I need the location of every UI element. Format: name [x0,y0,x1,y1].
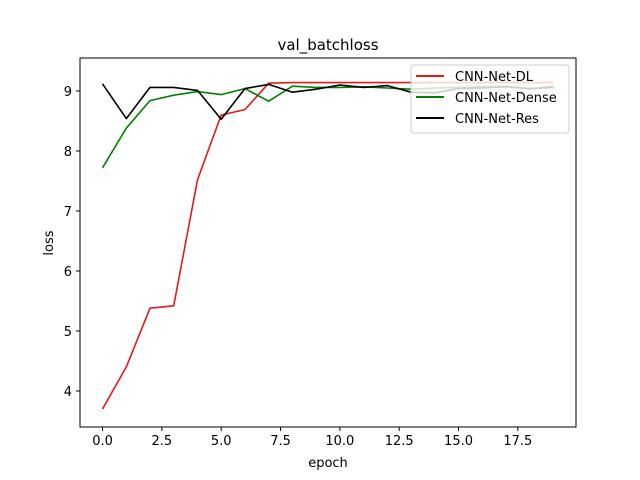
x-axis-label: epoch [308,456,348,471]
plot-frame [79,57,577,428]
y-tick-label: 4 [64,385,72,400]
y-axis-ticks: 4 5 6 7 8 9 [64,85,80,400]
legend-label-cnn-net-dense: CNN-Net-Dense [455,91,557,106]
y-tick-label: 8 [64,145,72,160]
x-tick-label: 10.0 [325,434,354,449]
x-tick-label: 0.0 [92,434,113,449]
chart-title: val_batchloss [277,36,378,55]
y-tick-label: 5 [64,325,72,340]
y-tick-label: 9 [64,85,72,100]
x-tick-label: 15.0 [444,434,473,449]
x-tick-label: 7.5 [270,434,291,449]
legend-label-cnn-net-dl: CNN-Net-DL [455,70,534,85]
y-tick-label: 7 [64,205,72,220]
x-tick-label: 2.5 [152,434,173,449]
x-tick-label: 12.5 [385,434,414,449]
legend-label-cnn-net-res: CNN-Net-Res [455,112,539,127]
y-axis-label: loss [42,230,57,255]
y-tick-label: 6 [64,265,72,280]
legend-box [410,64,570,134]
x-axis-ticks: 0.0 2.5 5.0 7.5 10.0 12.5 15.0 17.5 [92,427,532,449]
x-tick-label: 17.5 [503,434,532,449]
legend: CNN-Net-DL CNN-Net-Dense CNN-Net-Res [410,64,570,134]
x-tick-label: 5.0 [211,434,232,449]
